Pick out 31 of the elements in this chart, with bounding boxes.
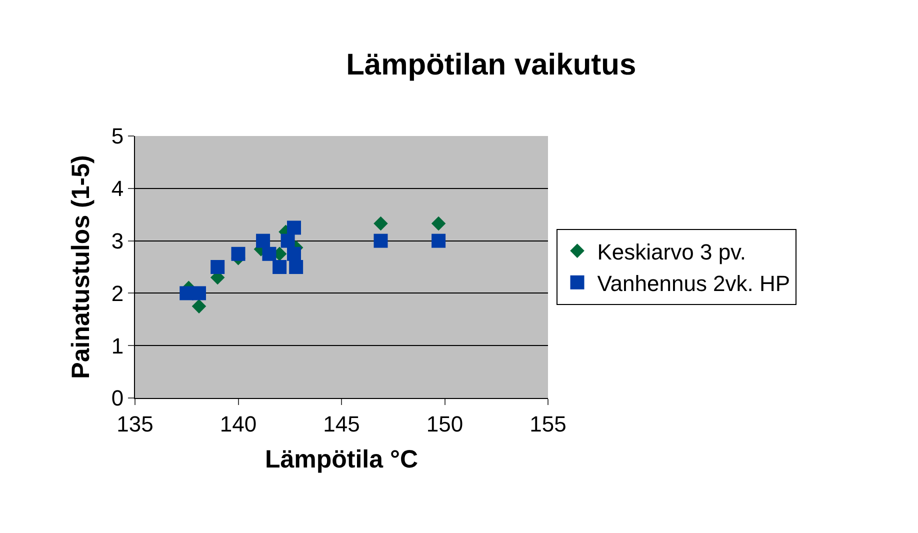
y-axis-title: Painatustulos (1-5) bbox=[67, 155, 96, 379]
point bbox=[287, 246, 301, 261]
point bbox=[431, 216, 446, 231]
x-tick-label: 155 bbox=[530, 411, 566, 436]
point bbox=[287, 220, 301, 235]
x-axis-title: Lämpötila °C bbox=[264, 445, 418, 474]
y-tick-label: 1 bbox=[111, 333, 124, 358]
point bbox=[289, 260, 304, 274]
x-tick-label: 140 bbox=[220, 411, 257, 436]
point bbox=[280, 234, 295, 248]
legend-label: Keskiarvo 3 pv. bbox=[597, 239, 746, 264]
point bbox=[192, 286, 206, 300]
point bbox=[374, 234, 388, 248]
point bbox=[231, 246, 246, 261]
legend-label: Vanhennus 2vk. HP bbox=[597, 270, 790, 296]
y-tick-label: 0 bbox=[111, 386, 124, 411]
point bbox=[210, 260, 225, 274]
point bbox=[262, 246, 276, 261]
y-tick-label: 5 bbox=[111, 124, 124, 149]
point bbox=[192, 299, 206, 314]
point bbox=[432, 234, 446, 248]
x-tick-label: 150 bbox=[426, 411, 464, 436]
x-tick-label: 135 bbox=[116, 411, 154, 436]
y-tick-label: 2 bbox=[111, 280, 124, 306]
chart-title: Lämpötilan vaikutus bbox=[346, 48, 636, 82]
point bbox=[272, 260, 287, 274]
y-tick-label: 4 bbox=[111, 176, 124, 202]
point bbox=[256, 234, 270, 248]
y-tick-label: 3 bbox=[111, 228, 124, 254]
point bbox=[374, 216, 388, 231]
x-tick-label: 145 bbox=[323, 411, 360, 436]
